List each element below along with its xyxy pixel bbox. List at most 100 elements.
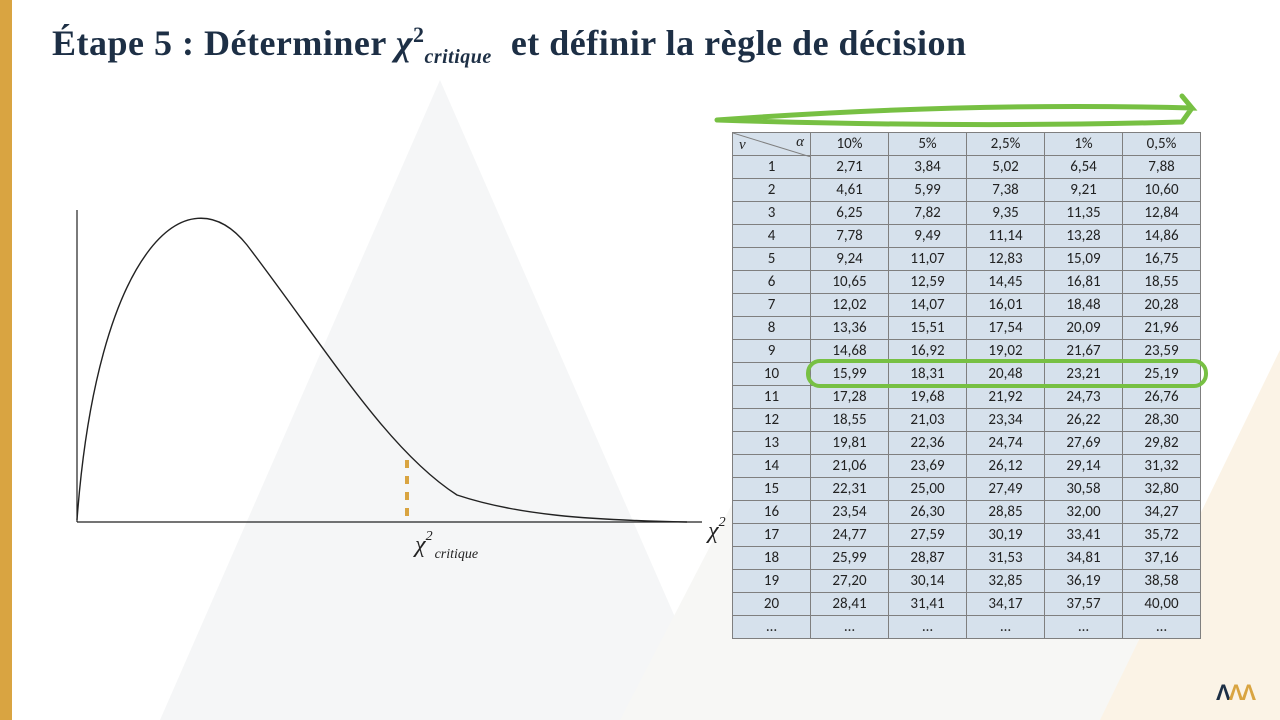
value-cell: 25,19	[1123, 363, 1201, 386]
value-cell: 15,99	[811, 363, 889, 386]
nu-cell: 4	[733, 225, 811, 248]
value-cell: 19,81	[811, 432, 889, 455]
table-row: 59,2411,0712,8315,0916,75	[733, 248, 1201, 271]
value-cell: 22,36	[889, 432, 967, 455]
value-cell: 12,84	[1123, 202, 1201, 225]
value-cell: 27,69	[1045, 432, 1123, 455]
nu-cell: 17	[733, 524, 811, 547]
nu-cell: 19	[733, 570, 811, 593]
accent-bar	[0, 0, 12, 720]
nu-cell: 16	[733, 501, 811, 524]
value-cell: 5,02	[967, 156, 1045, 179]
table-row: 610,6512,5914,4516,8118,55	[733, 271, 1201, 294]
value-cell: 10,65	[811, 271, 889, 294]
table-header-row: ν α 10%5%2,5%1%0,5%	[733, 133, 1201, 156]
value-cell: 18,55	[1123, 271, 1201, 294]
value-cell: 18,55	[811, 409, 889, 432]
value-cell: 23,21	[1045, 363, 1123, 386]
corner-nu: ν	[739, 137, 746, 154]
value-cell: 12,02	[811, 294, 889, 317]
value-cell: 27,59	[889, 524, 967, 547]
nu-cell: 14	[733, 455, 811, 478]
value-cell: 20,09	[1045, 317, 1123, 340]
value-cell: 21,06	[811, 455, 889, 478]
value-cell: 24,73	[1045, 386, 1123, 409]
value-cell: 7,78	[811, 225, 889, 248]
value-cell: 26,22	[1045, 409, 1123, 432]
value-cell: 7,82	[889, 202, 967, 225]
value-cell: …	[889, 616, 967, 639]
table-row: 12,713,845,026,547,88	[733, 156, 1201, 179]
value-cell: …	[1123, 616, 1201, 639]
value-cell: 17,28	[811, 386, 889, 409]
value-cell: 16,81	[1045, 271, 1123, 294]
value-cell: 21,03	[889, 409, 967, 432]
table-row: 47,789,4911,1413,2814,86	[733, 225, 1201, 248]
value-cell: 37,16	[1123, 547, 1201, 570]
value-cell: 32,00	[1045, 501, 1123, 524]
alpha-header: 0,5%	[1123, 133, 1201, 156]
alpha-header: 5%	[889, 133, 967, 156]
value-cell: 25,00	[889, 478, 967, 501]
value-cell: 11,35	[1045, 202, 1123, 225]
x-axis-label: χ2	[706, 515, 726, 544]
value-cell: 9,35	[967, 202, 1045, 225]
value-cell: 9,24	[811, 248, 889, 271]
value-cell: 24,77	[811, 524, 889, 547]
value-cell: 29,82	[1123, 432, 1201, 455]
table-row: ………………	[733, 616, 1201, 639]
value-cell: 7,38	[967, 179, 1045, 202]
nu-cell: 1	[733, 156, 811, 179]
value-cell: 33,41	[1045, 524, 1123, 547]
title-post: et définir la règle de décision	[511, 23, 967, 63]
table-row: 1117,2819,6821,9224,7326,76	[733, 386, 1201, 409]
nu-cell: 2	[733, 179, 811, 202]
table-row: 1927,2030,1432,8536,1938,58	[733, 570, 1201, 593]
value-cell: 21,96	[1123, 317, 1201, 340]
value-cell: 21,92	[967, 386, 1045, 409]
nu-cell: 13	[733, 432, 811, 455]
value-cell: 27,20	[811, 570, 889, 593]
value-cell: 22,31	[811, 478, 889, 501]
value-cell: 13,28	[1045, 225, 1123, 248]
value-cell: 4,61	[811, 179, 889, 202]
table-row: 1421,0623,6926,1229,1431,32	[733, 455, 1201, 478]
chi2-curve	[77, 218, 687, 522]
logo-part-b: Λ	[1216, 680, 1229, 705]
value-cell: 10,60	[1123, 179, 1201, 202]
value-cell: 14,68	[811, 340, 889, 363]
value-cell: 30,58	[1045, 478, 1123, 501]
logo-part-a: ΛΛ	[1229, 680, 1254, 705]
value-cell: 16,75	[1123, 248, 1201, 271]
value-cell: 24,74	[967, 432, 1045, 455]
value-cell: …	[1045, 616, 1123, 639]
value-cell: 12,83	[967, 248, 1045, 271]
value-cell: 28,87	[889, 547, 967, 570]
value-cell: 15,09	[1045, 248, 1123, 271]
nu-cell: 3	[733, 202, 811, 225]
value-cell: 34,27	[1123, 501, 1201, 524]
title-pre: Étape 5 : Déterminer	[52, 23, 386, 63]
value-cell: 32,80	[1123, 478, 1201, 501]
value-cell: 14,45	[967, 271, 1045, 294]
alpha-header: 10%	[811, 133, 889, 156]
value-cell: 18,48	[1045, 294, 1123, 317]
value-cell: 30,19	[967, 524, 1045, 547]
value-cell: 26,30	[889, 501, 967, 524]
table-row: 914,6816,9219,0221,6723,59	[733, 340, 1201, 363]
value-cell: 40,00	[1123, 593, 1201, 616]
value-cell: 30,14	[889, 570, 967, 593]
value-cell: …	[967, 616, 1045, 639]
value-cell: …	[811, 616, 889, 639]
value-cell: 27,49	[967, 478, 1045, 501]
table-row: 1623,5426,3028,8532,0034,27	[733, 501, 1201, 524]
value-cell: 19,68	[889, 386, 967, 409]
table-row: 1522,3125,0027,4930,5832,80	[733, 478, 1201, 501]
nu-cell: 6	[733, 271, 811, 294]
table-row: 2028,4131,4134,1737,5740,00	[733, 593, 1201, 616]
value-cell: 23,34	[967, 409, 1045, 432]
value-cell: 3,84	[889, 156, 967, 179]
nu-cell: 8	[733, 317, 811, 340]
value-cell: 23,54	[811, 501, 889, 524]
value-cell: 16,92	[889, 340, 967, 363]
